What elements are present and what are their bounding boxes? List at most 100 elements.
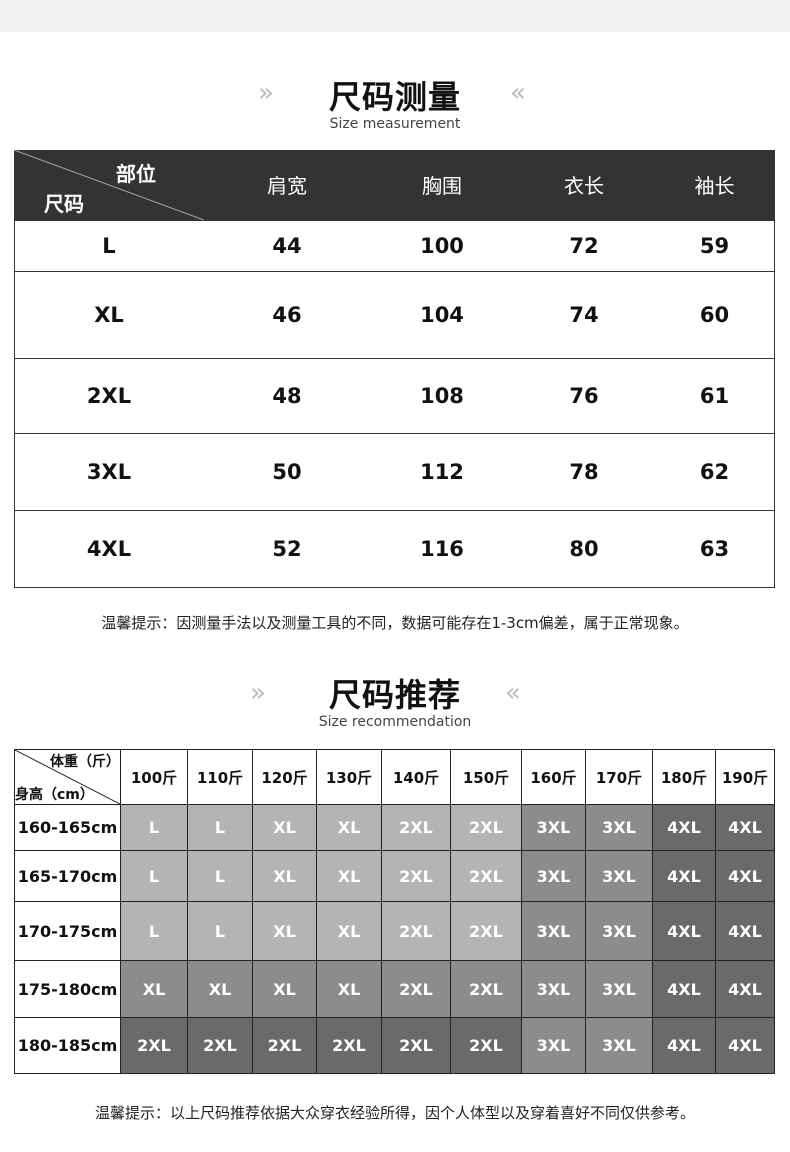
weight-header: 110斤 xyxy=(187,749,253,805)
recommendation-note: 温馨提示：以上尺码推荐依据大众穿衣经验所得，因个人体型以及穿着喜好不同仅供参考。 xyxy=(94,1104,695,1122)
measure-cell: 74 xyxy=(514,270,654,358)
size-cell: XL xyxy=(252,804,317,851)
measurement-note: 温馨提示：因测量手法以及测量工具的不同，数据可能存在1-3cm偏差，属于正常现象… xyxy=(101,614,689,632)
table-row: 165-170cm L L XL XL 2XL 2XL 3XL 3XL 4XL 4XL xyxy=(14,850,775,902)
table-row: 3XL 50 112 78 62 xyxy=(14,432,775,510)
weight-header: 190斤 xyxy=(715,749,775,805)
measure-cell: 46 xyxy=(204,270,370,358)
table-row: XL 46 104 74 60 xyxy=(14,270,775,358)
size-cell: XL xyxy=(316,901,382,961)
table-row: L 44 100 72 59 xyxy=(14,219,775,271)
title-en: Size recommendation xyxy=(318,714,472,730)
measure-cell: 100 xyxy=(370,219,514,271)
size-cell: XL xyxy=(252,901,317,961)
corner-header: 部位 尺码 xyxy=(14,150,204,220)
size-cell: 3XL xyxy=(521,901,586,961)
size-cell: 2XL xyxy=(450,804,522,851)
size-cell: 4XL xyxy=(14,509,204,587)
section-title-measurement: 尺码测量 Size measurement xyxy=(0,72,790,132)
arrow-left-icon: « xyxy=(505,678,521,708)
table-row: 160-165cm L L XL XL 2XL 2XL 3XL 3XL 4XL 4XL xyxy=(14,804,775,851)
table-row: 4XL 52 116 80 63 xyxy=(14,509,775,587)
weight-header: 140斤 xyxy=(381,749,451,805)
weight-header: 130斤 xyxy=(316,749,382,805)
size-cell: L xyxy=(120,804,188,851)
measure-cell: 48 xyxy=(204,357,370,433)
size-cell: 3XL xyxy=(585,960,653,1018)
size-cell: 2XL xyxy=(381,1017,451,1074)
measure-cell: 112 xyxy=(370,432,514,510)
measure-cell: 108 xyxy=(370,357,514,433)
measure-cell: 63 xyxy=(654,509,775,587)
size-cell: XL xyxy=(316,804,382,851)
size-cell: 2XL xyxy=(450,960,522,1018)
size-cell: 4XL xyxy=(652,1017,716,1074)
measure-cell: 80 xyxy=(514,509,654,587)
size-cell: L xyxy=(187,901,253,961)
height-cell: 160-165cm xyxy=(14,804,121,851)
recommendation-table: 体重（斤） 身高（cm） 100斤 110斤 120斤 130斤 140斤 150斤 160斤 1… xyxy=(14,749,775,1074)
size-cell: 2XL xyxy=(450,901,522,961)
size-cell: 4XL xyxy=(715,804,775,851)
table-row: 170-175cm L L XL XL 2XL 2XL 3XL 3XL 4XL 4XL xyxy=(14,901,775,961)
size-cell: L xyxy=(14,219,204,271)
column-header: 肩宽 xyxy=(204,150,370,220)
measure-cell: 78 xyxy=(514,432,654,510)
size-cell: 2XL xyxy=(450,1017,522,1074)
height-cell: 175-180cm xyxy=(14,960,121,1018)
size-cell: 2XL xyxy=(450,850,522,902)
size-cell: 4XL xyxy=(715,901,775,961)
title-zh: 尺码测量 xyxy=(328,78,461,116)
header-row: 体重（斤） 身高（cm） 100斤 110斤 120斤 130斤 140斤 150斤 160斤 1… xyxy=(14,749,775,805)
size-cell: 4XL xyxy=(715,960,775,1018)
table-row: 175-180cm XL XL XL XL 2XL 2XL 3XL 3XL 4XL 4XL xyxy=(14,960,775,1018)
height-cell: 180-185cm xyxy=(14,1017,121,1074)
size-cell: 4XL xyxy=(652,960,716,1018)
arrow-left-icon: « xyxy=(510,78,526,108)
size-cell: 2XL xyxy=(381,850,451,902)
measure-cell: 104 xyxy=(370,270,514,358)
measure-cell: 44 xyxy=(204,219,370,271)
weight-header: 160斤 xyxy=(521,749,586,805)
size-cell: 3XL xyxy=(14,432,204,510)
measure-cell: 72 xyxy=(514,219,654,271)
corner-bottom-label: 身高（cm） xyxy=(15,787,94,803)
corner-header: 体重（斤） 身高（cm） xyxy=(14,749,121,805)
size-cell: 3XL xyxy=(585,804,653,851)
size-cell: L xyxy=(120,901,188,961)
size-cell: XL xyxy=(14,270,204,358)
weight-header: 170斤 xyxy=(585,749,653,805)
size-cell: 3XL xyxy=(521,804,586,851)
size-cell: 2XL xyxy=(120,1017,188,1074)
measure-cell: 50 xyxy=(204,432,370,510)
column-header: 衣长 xyxy=(514,150,654,220)
size-cell: 2XL xyxy=(187,1017,253,1074)
size-cell: 3XL xyxy=(521,960,586,1018)
weight-header: 150斤 xyxy=(450,749,522,805)
size-cell: XL xyxy=(252,850,317,902)
size-cell: 3XL xyxy=(585,1017,653,1074)
column-header: 胸围 xyxy=(370,150,514,220)
corner-top-label: 部位 xyxy=(116,162,156,186)
size-cell: XL xyxy=(316,960,382,1018)
size-cell: 4XL xyxy=(715,1017,775,1074)
corner-top-label: 体重（斤） xyxy=(50,754,120,770)
size-cell: XL xyxy=(120,960,188,1018)
table-row: 180-185cm 2XL 2XL 2XL 2XL 2XL 2XL 3XL 3XL 4XL 4XL xyxy=(14,1017,775,1074)
size-cell: 2XL xyxy=(14,357,204,433)
arrow-right-icon: » xyxy=(258,78,274,108)
measure-cell: 52 xyxy=(204,509,370,587)
size-cell: 3XL xyxy=(585,901,653,961)
measure-cell: 76 xyxy=(514,357,654,433)
weight-header: 180斤 xyxy=(652,749,716,805)
size-cell: XL xyxy=(187,960,253,1018)
weight-header: 120斤 xyxy=(252,749,317,805)
size-cell: XL xyxy=(252,960,317,1018)
measurement-table: 部位 尺码 肩宽 胸围 衣长 袖长 L 44 100 72 59 XL 46 104 74 60 2… xyxy=(14,150,775,588)
top-bar xyxy=(0,0,790,32)
size-cell: 4XL xyxy=(715,850,775,902)
size-cell: 2XL xyxy=(381,901,451,961)
size-cell: 2XL xyxy=(252,1017,317,1074)
size-cell: XL xyxy=(316,850,382,902)
measure-cell: 62 xyxy=(654,432,775,510)
